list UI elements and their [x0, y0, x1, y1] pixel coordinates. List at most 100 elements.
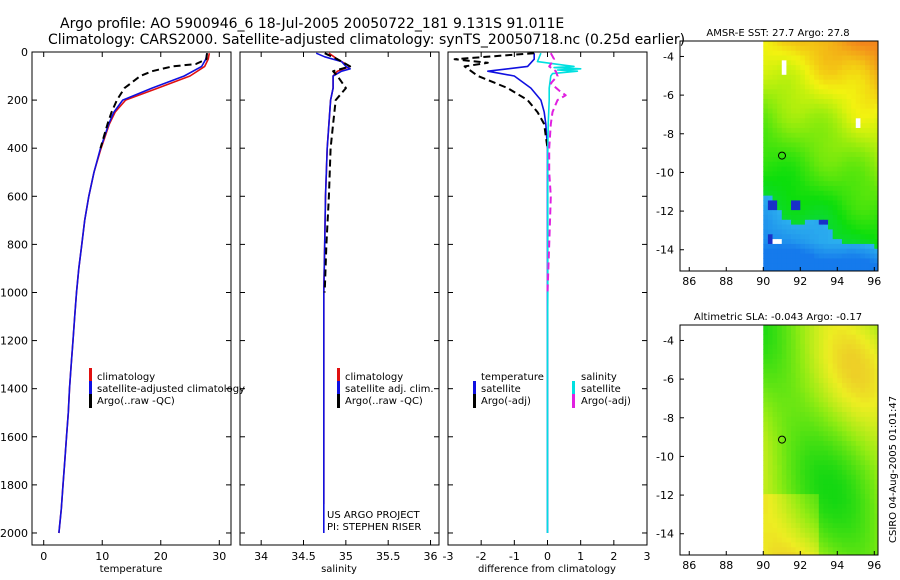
sst-map-cell: [791, 152, 797, 158]
sla-map-cell: [860, 450, 866, 456]
sst-map-cell: [809, 118, 815, 124]
sst-map-cell: [823, 84, 829, 90]
sst-map-cell: [841, 69, 847, 76]
sla-map-cell: [846, 465, 852, 471]
sla-map-cell: [763, 474, 769, 481]
sla-map-cell: [846, 363, 852, 369]
sla-map-cell: [814, 358, 820, 365]
sst-map-cell: [846, 137, 852, 143]
sla-map-cell: [804, 503, 810, 510]
sst-map-cell: [865, 166, 871, 172]
sla-map-cell: [777, 416, 783, 423]
sst-map-cell: [781, 176, 787, 182]
sst-map-cell: [874, 45, 879, 52]
sst-map-cell: [786, 65, 792, 71]
sst-map-cell: [837, 214, 843, 221]
sst-map-cell: [823, 190, 829, 197]
sst-map-cell: [777, 243, 783, 250]
sla-map-cell: [855, 542, 861, 548]
salinity-line-climatology: [322, 52, 351, 505]
sst-map-cell: [837, 103, 843, 110]
sst-map-cell: [832, 127, 838, 134]
sst-map-cell: [767, 185, 773, 192]
sst-map-cell: [828, 219, 834, 226]
sst-map-cell: [786, 123, 792, 129]
sla-map-cell: [846, 518, 852, 524]
sla-map-cell: [818, 445, 824, 452]
sla-map-cell: [772, 392, 778, 398]
sst-map-cell: [828, 263, 834, 269]
sst-map-cell: [832, 156, 838, 163]
sla-map-cell: [814, 532, 820, 538]
sst-map-cell: [763, 258, 769, 264]
sla-map-cell: [837, 489, 843, 495]
sst-map-cell: [828, 166, 834, 172]
sst-map-cell: [763, 89, 769, 95]
sst-map-cell: [841, 127, 847, 134]
sla-map-cell: [860, 436, 866, 442]
sst-map-cell: [800, 253, 806, 259]
sla-map-cell: [841, 460, 847, 466]
sla-map-cell: [823, 455, 829, 461]
sst-map-xtick-label: 88: [719, 275, 733, 288]
sst-map-cell: [865, 205, 871, 211]
sla-map-cell: [804, 489, 810, 495]
sla-map-cell: [865, 339, 871, 345]
sla-map-cell: [855, 537, 861, 543]
sst-map-cell: [763, 50, 769, 56]
salinity-lines: [315, 52, 352, 533]
sla-map-cell: [846, 378, 852, 384]
sst-map-cell: [865, 171, 871, 177]
sla-map-cell: [763, 479, 769, 485]
sla-map-cell: [832, 353, 838, 360]
sst-map-cell: [851, 156, 857, 163]
sst-map-cell: [855, 132, 861, 139]
sst-map-cell: [851, 65, 857, 71]
sst-map-cell: [767, 79, 773, 85]
sst-map-cell: [869, 181, 875, 187]
sst-map-cell: [767, 161, 773, 168]
sst-map-cell: [846, 229, 852, 235]
sla-map-cell: [809, 547, 815, 553]
sla-map-cell: [800, 349, 806, 355]
sst-map-cell: [869, 205, 875, 211]
sst-map-cell: [767, 142, 773, 148]
sst-map-cell: [851, 127, 857, 134]
sla-map-cell: [855, 503, 861, 510]
sla-map-cell: [837, 498, 843, 505]
sla-map-cell: [855, 325, 861, 331]
sla-map-cell: [837, 494, 843, 500]
sst-map-cell: [869, 243, 875, 250]
sst-map-cell: [804, 50, 810, 56]
sst-map-cell: [869, 234, 875, 240]
sst-map-cell: [818, 268, 824, 272]
sst-map-cell: [800, 65, 806, 71]
sla-map-cell: [777, 368, 783, 374]
sst-map-cell: [865, 74, 871, 81]
sst-map-cell: [823, 127, 829, 134]
sla-map-cell: [786, 508, 792, 514]
legend-label-satellite: satellite-adjusted climatology: [97, 384, 245, 395]
sla-map-cell: [767, 392, 773, 398]
sst-map-cell: [851, 166, 857, 172]
sla-map-cell: [777, 460, 783, 466]
sla-map-cell: [855, 474, 861, 481]
sla-map-cell: [874, 479, 879, 485]
sla-map-cell: [851, 368, 857, 374]
sla-map-ticks: 86 88 90 92 94 96-4-6-8-10-12-14: [656, 334, 881, 572]
sst-map-cell: [786, 60, 792, 66]
sst-map-cell: [791, 263, 797, 269]
sla-map-cell: [814, 363, 820, 369]
sla-map-cell: [818, 387, 824, 394]
sla-map-cell: [832, 508, 838, 514]
sla-map-cell: [851, 416, 857, 423]
sla-map-cell: [791, 494, 797, 500]
sla-map-cell: [786, 532, 792, 538]
sla-map-cell: [814, 426, 820, 432]
sla-map-cell: [832, 373, 838, 379]
sst-map-cell: [772, 243, 778, 250]
sla-map-cell: [846, 407, 852, 413]
legend-label-temp-argo: Argo(-adj): [481, 396, 531, 407]
sst-map-cell: [791, 118, 797, 124]
legend-swatch-temp-argo: [473, 394, 476, 408]
